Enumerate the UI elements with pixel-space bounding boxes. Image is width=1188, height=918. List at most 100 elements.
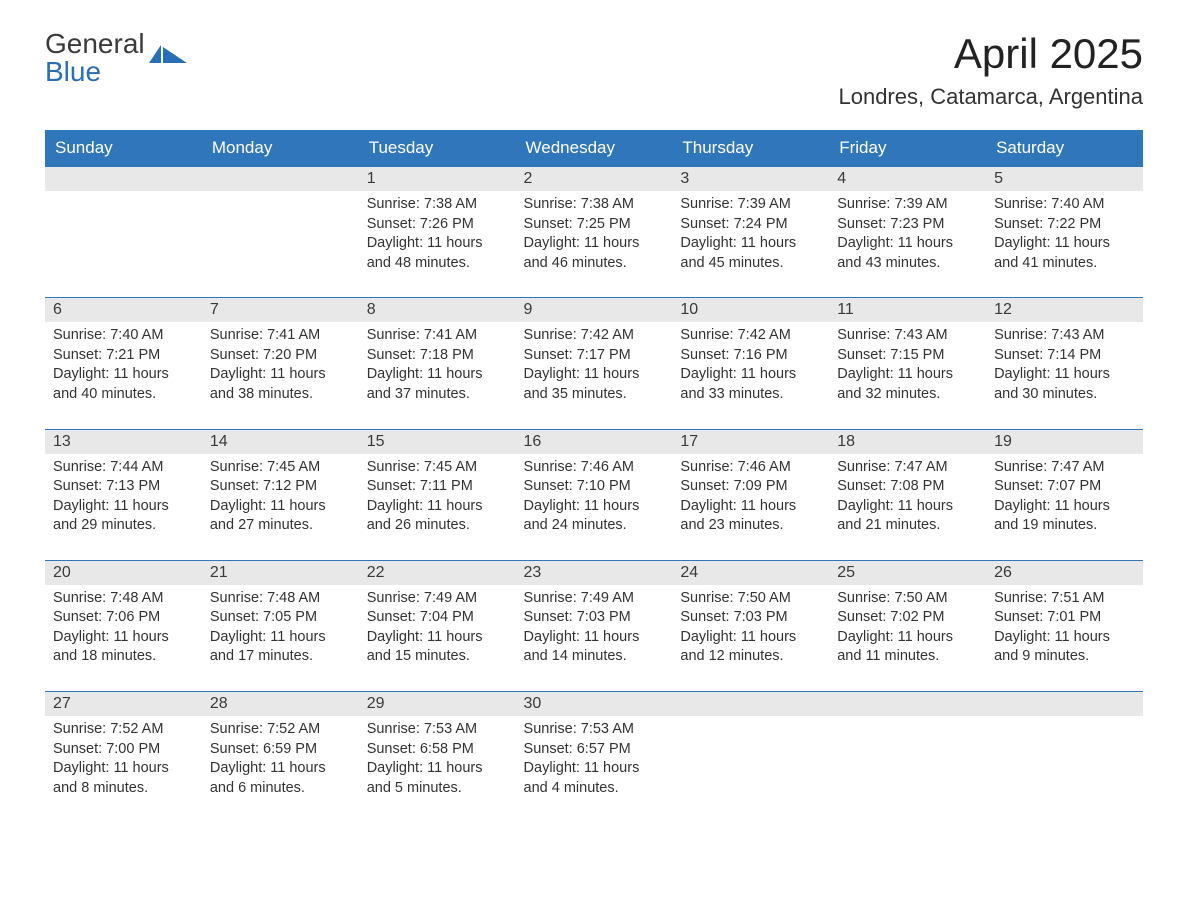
day-number: 15 <box>359 430 516 454</box>
sunset-text: Sunset: 7:06 PM <box>53 608 194 628</box>
day-details: Sunrise: 7:52 AMSunset: 6:59 PMDaylight:… <box>202 716 359 822</box>
calendar-cell: 20Sunrise: 7:48 AMSunset: 7:06 PMDayligh… <box>45 560 202 691</box>
sunrise-text: Sunrise: 7:51 AM <box>994 589 1135 609</box>
calendar-cell: 5Sunrise: 7:40 AMSunset: 7:22 PMDaylight… <box>986 167 1143 298</box>
sunset-text: Sunset: 7:24 PM <box>680 215 821 235</box>
daylight-line1: Daylight: 11 hours <box>210 497 351 517</box>
day-number: 14 <box>202 430 359 454</box>
daylight-line2: and 33 minutes. <box>680 385 821 405</box>
title-group: April 2025 Londres, Catamarca, Argentina <box>838 30 1143 110</box>
day-number: 28 <box>202 692 359 716</box>
day-number: 11 <box>829 298 986 322</box>
sunset-text: Sunset: 7:01 PM <box>994 608 1135 628</box>
day-header: Sunday <box>45 130 202 167</box>
day-details: Sunrise: 7:51 AMSunset: 7:01 PMDaylight:… <box>986 585 1143 691</box>
day-number: 4 <box>829 167 986 191</box>
daylight-line2: and 8 minutes. <box>53 779 194 799</box>
calendar-cell: 27Sunrise: 7:52 AMSunset: 7:00 PMDayligh… <box>45 692 202 823</box>
day-number <box>986 692 1143 716</box>
daylight-line2: and 37 minutes. <box>367 385 508 405</box>
sunrise-text: Sunrise: 7:41 AM <box>210 326 351 346</box>
calendar-cell: 13Sunrise: 7:44 AMSunset: 7:13 PMDayligh… <box>45 429 202 560</box>
sunrise-text: Sunrise: 7:39 AM <box>837 195 978 215</box>
sunset-text: Sunset: 6:59 PM <box>210 740 351 760</box>
day-number <box>672 692 829 716</box>
daylight-line1: Daylight: 11 hours <box>994 365 1135 385</box>
daylight-line2: and 18 minutes. <box>53 647 194 667</box>
calendar-cell: 6Sunrise: 7:40 AMSunset: 7:21 PMDaylight… <box>45 298 202 429</box>
day-details: Sunrise: 7:45 AMSunset: 7:12 PMDaylight:… <box>202 454 359 560</box>
day-details: Sunrise: 7:43 AMSunset: 7:15 PMDaylight:… <box>829 322 986 428</box>
logo-text-top: General <box>45 30 145 58</box>
day-details <box>45 191 202 219</box>
flag-icon <box>149 41 189 76</box>
sunrise-text: Sunrise: 7:39 AM <box>680 195 821 215</box>
day-number: 16 <box>516 430 673 454</box>
daylight-line1: Daylight: 11 hours <box>994 628 1135 648</box>
sunrise-text: Sunrise: 7:46 AM <box>524 458 665 478</box>
calendar-cell: 22Sunrise: 7:49 AMSunset: 7:04 PMDayligh… <box>359 560 516 691</box>
daylight-line1: Daylight: 11 hours <box>680 628 821 648</box>
calendar-week-row: 27Sunrise: 7:52 AMSunset: 7:00 PMDayligh… <box>45 692 1143 823</box>
sunrise-text: Sunrise: 7:40 AM <box>53 326 194 346</box>
daylight-line2: and 40 minutes. <box>53 385 194 405</box>
sunrise-text: Sunrise: 7:48 AM <box>53 589 194 609</box>
day-number: 7 <box>202 298 359 322</box>
day-details: Sunrise: 7:49 AMSunset: 7:04 PMDaylight:… <box>359 585 516 691</box>
sunset-text: Sunset: 6:57 PM <box>524 740 665 760</box>
day-number: 6 <box>45 298 202 322</box>
daylight-line1: Daylight: 11 hours <box>524 365 665 385</box>
calendar-cell: 24Sunrise: 7:50 AMSunset: 7:03 PMDayligh… <box>672 560 829 691</box>
daylight-line2: and 43 minutes. <box>837 254 978 274</box>
sunrise-text: Sunrise: 7:50 AM <box>837 589 978 609</box>
sunrise-text: Sunrise: 7:49 AM <box>524 589 665 609</box>
sunrise-text: Sunrise: 7:50 AM <box>680 589 821 609</box>
daylight-line2: and 32 minutes. <box>837 385 978 405</box>
day-header: Tuesday <box>359 130 516 167</box>
daylight-line2: and 17 minutes. <box>210 647 351 667</box>
day-number: 23 <box>516 561 673 585</box>
sunset-text: Sunset: 7:22 PM <box>994 215 1135 235</box>
daylight-line2: and 4 minutes. <box>524 779 665 799</box>
sunset-text: Sunset: 7:14 PM <box>994 346 1135 366</box>
day-number: 17 <box>672 430 829 454</box>
sunrise-text: Sunrise: 7:42 AM <box>680 326 821 346</box>
daylight-line1: Daylight: 11 hours <box>367 234 508 254</box>
day-number: 3 <box>672 167 829 191</box>
sunset-text: Sunset: 7:13 PM <box>53 477 194 497</box>
sunrise-text: Sunrise: 7:43 AM <box>994 326 1135 346</box>
day-number: 1 <box>359 167 516 191</box>
sunrise-text: Sunrise: 7:49 AM <box>367 589 508 609</box>
calendar-cell: 10Sunrise: 7:42 AMSunset: 7:16 PMDayligh… <box>672 298 829 429</box>
calendar-week-row: 6 Sunrise: 7:40 AMSunset: 7:21 PM Daylight… <box>45 298 1143 429</box>
daylight-line1: Daylight: 11 hours <box>680 234 821 254</box>
day-details: Sunrise: 7:48 AMSunset: 7:05 PMDaylight:… <box>202 585 359 691</box>
sunset-text: Sunset: 7:21 PM <box>53 346 194 366</box>
day-details: Sunrise: 7:46 AMSunset: 7:10 PMDaylight:… <box>516 454 673 560</box>
daylight-line2: and 6 minutes. <box>210 779 351 799</box>
day-number <box>202 167 359 191</box>
day-details: Sunrise: 7:39 AMSunset: 7:23 PMDaylight:… <box>829 191 986 297</box>
daylight-line1: Daylight: 11 hours <box>837 497 978 517</box>
daylight-line1: Daylight: 11 hours <box>53 759 194 779</box>
day-number: 2 <box>516 167 673 191</box>
day-number: 10 <box>672 298 829 322</box>
day-details <box>986 716 1143 744</box>
sunrise-text: Sunrise: 7:40 AM <box>994 195 1135 215</box>
daylight-line2: and 27 minutes. <box>210 516 351 536</box>
daylight-line1: Daylight: 11 hours <box>994 234 1135 254</box>
logo: General Blue <box>45 30 189 86</box>
day-details: Sunrise: 7:41 AMSunset: 7:18 PMDaylight:… <box>359 322 516 428</box>
sunset-text: Sunset: 7:03 PM <box>680 608 821 628</box>
daylight-line1: Daylight: 11 hours <box>210 365 351 385</box>
sunrise-text: Sunrise: 7:43 AM <box>837 326 978 346</box>
day-details: Sunrise: 7:43 AMSunset: 7:14 PMDaylight:… <box>986 322 1143 428</box>
day-details: Sunrise: 7:41 AMSunset: 7:20 PMDaylight:… <box>202 322 359 428</box>
daylight-line1: Daylight: 11 hours <box>994 497 1135 517</box>
calendar-cell: 9Sunrise: 7:42 AMSunset: 7:17 PMDaylight… <box>516 298 673 429</box>
sunrise-text: Sunrise: 7:52 AM <box>53 720 194 740</box>
daylight-line1: Daylight: 11 hours <box>837 365 978 385</box>
day-number: 27 <box>45 692 202 716</box>
sunset-text: Sunset: 7:20 PM <box>210 346 351 366</box>
calendar-cell <box>45 167 202 298</box>
